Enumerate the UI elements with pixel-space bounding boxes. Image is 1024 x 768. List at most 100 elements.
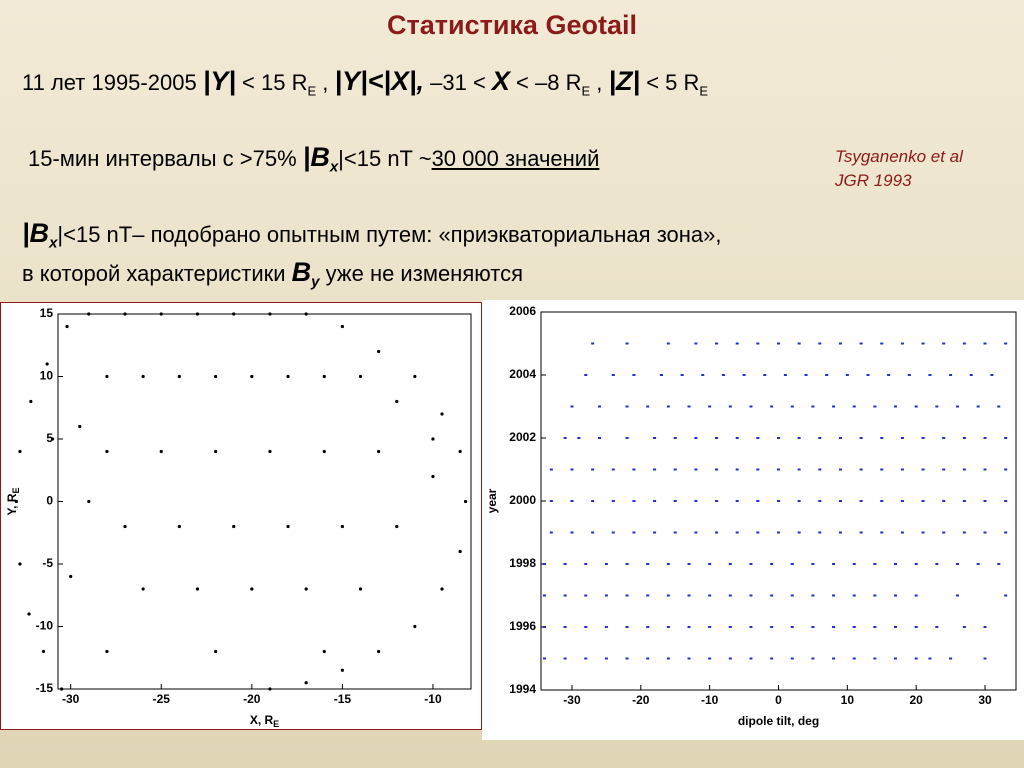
point — [268, 449, 272, 454]
text: –31 < — [424, 70, 492, 95]
point — [873, 405, 877, 408]
point — [894, 563, 898, 565]
point — [935, 405, 939, 408]
point — [598, 437, 602, 439]
point — [763, 374, 767, 376]
point — [701, 374, 705, 376]
point — [413, 374, 417, 379]
point — [811, 594, 815, 597]
point — [105, 374, 109, 379]
text: 30 000 значений — [431, 146, 600, 171]
point — [304, 312, 308, 316]
point — [983, 531, 987, 534]
point — [694, 531, 698, 534]
point — [322, 374, 326, 379]
text: B — [291, 257, 312, 287]
point — [440, 412, 444, 416]
point — [563, 657, 567, 660]
point — [123, 312, 127, 316]
point — [735, 531, 739, 534]
point — [894, 657, 898, 660]
line4: в которой характеристики By уже не измен… — [22, 257, 523, 290]
point — [942, 500, 946, 502]
point — [928, 374, 932, 376]
y-tick-label: -10 — [36, 619, 54, 633]
point — [563, 626, 567, 628]
point — [694, 437, 698, 439]
point — [666, 405, 670, 408]
point — [141, 374, 145, 379]
point — [1004, 594, 1008, 597]
text: |B — [302, 142, 330, 172]
point — [159, 312, 163, 316]
point — [286, 374, 290, 379]
point — [962, 437, 966, 439]
point — [749, 657, 753, 660]
point — [78, 424, 82, 429]
point — [797, 468, 801, 471]
point — [873, 626, 877, 628]
point — [900, 468, 904, 471]
point — [50, 437, 55, 441]
point — [900, 531, 904, 534]
point — [907, 374, 911, 376]
point — [377, 649, 381, 654]
point — [250, 374, 254, 379]
text: year — [485, 488, 499, 513]
point — [921, 531, 925, 534]
point — [673, 437, 677, 439]
point — [666, 563, 670, 565]
point — [921, 468, 925, 471]
point — [983, 437, 987, 439]
point — [735, 437, 739, 439]
point — [770, 405, 774, 408]
point — [790, 405, 794, 408]
text: в которой характеристики — [22, 261, 292, 286]
point — [770, 594, 774, 597]
point — [859, 342, 863, 345]
point — [715, 500, 719, 502]
point — [604, 594, 608, 597]
point — [811, 657, 815, 660]
point — [873, 594, 877, 597]
chart: -30 -20 -10 0 10 20 30 1994 1996 1998 2000 2002 2004… — [482, 300, 1024, 740]
point — [395, 524, 399, 529]
point — [845, 374, 849, 376]
point — [942, 437, 946, 439]
point — [666, 342, 670, 345]
y-tick-label: -15 — [36, 681, 54, 695]
point — [852, 405, 856, 408]
point — [694, 468, 698, 471]
text: y — [311, 273, 320, 291]
point — [749, 405, 753, 408]
point — [728, 626, 732, 628]
x-tick-label: 30 — [978, 693, 992, 707]
y-tick-label: 2004 — [509, 367, 536, 381]
point — [866, 374, 870, 376]
x-axis-label: dipole tilt, deg — [738, 714, 819, 728]
point — [87, 499, 91, 504]
point — [1004, 531, 1008, 534]
text: , — [590, 70, 609, 95]
point — [983, 626, 987, 628]
point — [880, 531, 884, 534]
point — [687, 563, 691, 565]
point — [584, 374, 588, 376]
point — [928, 657, 932, 660]
point — [777, 342, 780, 345]
point — [997, 563, 1001, 565]
text: E — [699, 83, 709, 99]
point — [177, 374, 181, 379]
line3: |Bx|<15 nT– подобрано опытным путем: «пр… — [22, 218, 722, 251]
point — [105, 449, 109, 454]
point — [286, 524, 290, 529]
y-tick-label: 2002 — [509, 430, 536, 444]
text: dipole tilt, deg — [738, 714, 819, 728]
point — [395, 399, 399, 404]
text: , — [316, 70, 335, 95]
point — [715, 531, 719, 534]
point — [770, 657, 774, 660]
point — [673, 500, 677, 502]
point — [838, 531, 842, 534]
